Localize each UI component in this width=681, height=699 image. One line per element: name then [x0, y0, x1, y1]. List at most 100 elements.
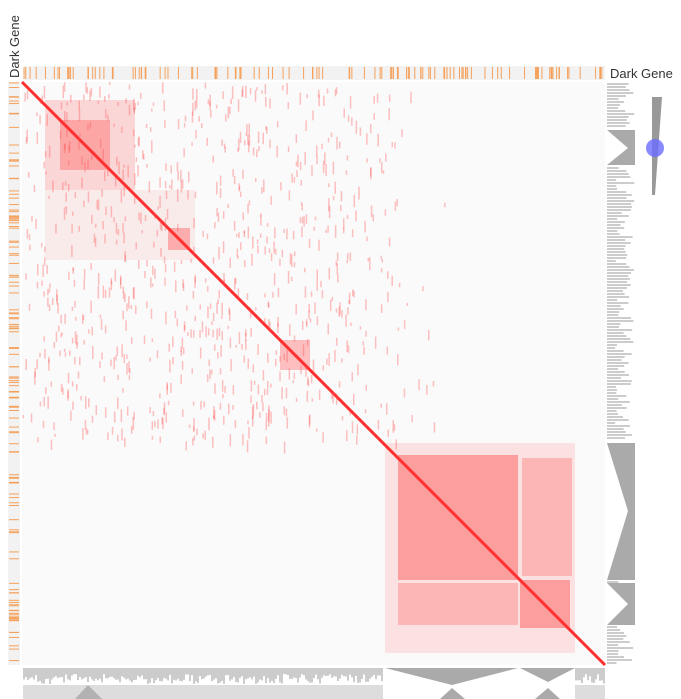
cell: [124, 255, 127, 262]
cell: [334, 392, 336, 396]
cell: [202, 433, 204, 439]
cell: [154, 212, 156, 219]
cell: [64, 352, 67, 357]
cell: [314, 302, 316, 314]
cell: [117, 397, 119, 410]
cell: [180, 180, 183, 193]
cell: [51, 298, 54, 306]
cell: [154, 268, 156, 279]
cell: [241, 89, 244, 97]
cell: [347, 345, 350, 354]
cell: [39, 98, 42, 104]
cell: [237, 255, 239, 260]
cell: [299, 162, 302, 170]
cell: [328, 183, 330, 188]
cell: [192, 88, 194, 100]
cell: [346, 259, 349, 264]
cell: [67, 391, 69, 401]
cell: [387, 271, 389, 279]
cell: [245, 339, 247, 351]
cell: [154, 420, 156, 428]
cell: [187, 190, 189, 200]
cell: [351, 372, 353, 382]
cell: [255, 178, 257, 182]
cell: [313, 226, 315, 231]
cell: [348, 292, 351, 305]
cell: [364, 220, 366, 233]
cell: [183, 321, 186, 333]
top-dark-gene-strip: [24, 66, 605, 80]
cell: [265, 96, 267, 107]
cell: [110, 205, 113, 218]
cell: [277, 316, 279, 327]
cell: [79, 133, 81, 137]
cell: [199, 330, 201, 338]
cell: [97, 272, 100, 286]
cell: [249, 88, 252, 95]
cell: [262, 132, 265, 145]
cell: [81, 314, 84, 325]
cell: [342, 227, 345, 234]
cell: [306, 321, 308, 328]
cell: [85, 428, 88, 435]
cell: [180, 374, 182, 385]
cell: [212, 329, 214, 338]
cell: [433, 422, 436, 433]
cell: [219, 188, 222, 199]
cell: [212, 312, 215, 321]
cell: [246, 440, 249, 453]
cell: [346, 214, 349, 220]
cell: [24, 92, 26, 102]
cell: [276, 121, 279, 128]
cell: [91, 155, 93, 161]
cell: [256, 239, 259, 244]
cell: [270, 383, 272, 388]
cell: [286, 417, 289, 429]
cell: [123, 232, 125, 244]
cell: [78, 137, 80, 150]
cell: [116, 156, 118, 166]
cell: [346, 155, 349, 161]
cell: [133, 109, 136, 114]
cell: [338, 141, 341, 149]
cell: [173, 261, 176, 272]
cell: [315, 428, 318, 432]
cell: [59, 131, 62, 140]
cell: [329, 299, 332, 311]
cell: [176, 188, 179, 202]
cell: [346, 429, 348, 442]
cell: [181, 179, 184, 189]
cell: [216, 328, 218, 340]
cell: [317, 89, 320, 98]
slider-handle[interactable]: [646, 139, 664, 157]
cell: [177, 119, 180, 130]
cell: [234, 277, 236, 290]
cell: [108, 287, 111, 298]
cell: [250, 327, 252, 337]
cell: [143, 335, 146, 345]
cell: [263, 388, 266, 396]
cell: [48, 356, 50, 363]
cell: [288, 368, 291, 380]
cell: [166, 384, 168, 391]
cell: [223, 143, 226, 149]
cell: [157, 419, 159, 429]
cell: [87, 191, 90, 203]
cell: [134, 103, 137, 110]
cell: [115, 355, 117, 361]
cell: [357, 364, 359, 376]
cell: [209, 303, 212, 310]
cell: [214, 221, 216, 229]
cell: [245, 329, 247, 337]
cell: [102, 149, 104, 160]
cell: [163, 402, 166, 414]
cell: [209, 94, 211, 107]
cell: [133, 98, 135, 110]
cell: [91, 346, 94, 360]
cell: [274, 358, 277, 367]
left-dark-gene-strip: [8, 82, 20, 665]
cell: [300, 180, 302, 186]
cell: [349, 411, 351, 416]
cell: [104, 289, 107, 298]
cell: [331, 297, 334, 302]
